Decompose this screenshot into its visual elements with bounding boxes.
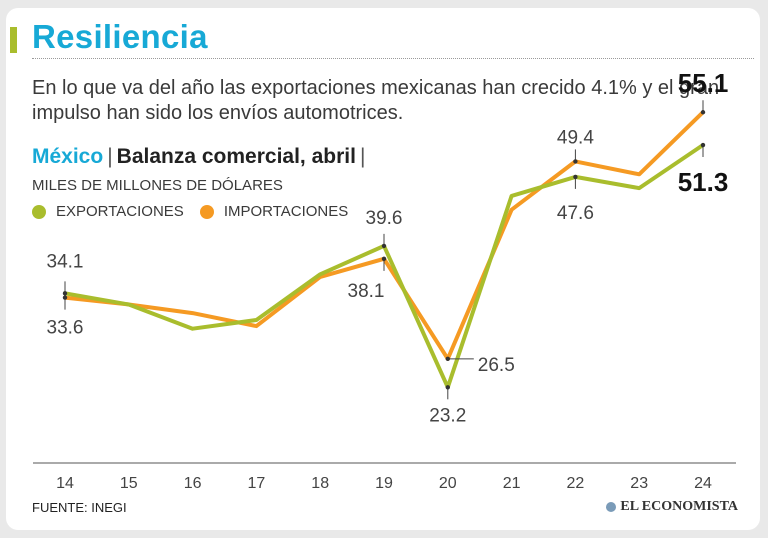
data-label: 49.4 <box>557 127 594 148</box>
annotation-dot <box>445 385 450 390</box>
chart-title-separator: | <box>107 145 113 168</box>
data-label: 38.1 <box>348 281 385 302</box>
legend: EXPORTACIONES IMPORTACIONES <box>32 203 364 220</box>
x-tick-label: 20 <box>439 475 457 492</box>
legend-exports-label: EXPORTACIONES <box>56 203 184 220</box>
data-label: 34.1 <box>47 251 84 272</box>
legend-exports-dot <box>32 204 46 219</box>
x-tick-label: 21 <box>503 475 521 492</box>
data-label: 39.6 <box>366 208 403 229</box>
chart-title-separator-end: | <box>359 145 366 168</box>
data-label: 55.1 <box>678 68 729 98</box>
annotation-dot <box>573 159 578 164</box>
headline-divider <box>32 58 754 59</box>
chart-title-country: México <box>32 145 104 168</box>
x-tick-label: 14 <box>56 475 74 492</box>
chart-units: MILES DE MILLONES DE DÓLARES <box>32 177 283 194</box>
annotation-dot <box>700 142 706 148</box>
chart-title: México | Balanza comercial, abril | <box>32 145 369 169</box>
brand-logo: EL ECONOMISTA <box>606 499 738 515</box>
subtitle: En lo que va del año las exportaciones m… <box>32 77 720 124</box>
annotation-dot <box>573 174 578 180</box>
legend-item-exports: EXPORTACIONES <box>32 203 184 220</box>
title-accent-bar <box>10 27 17 53</box>
x-tick-label: 16 <box>184 475 202 492</box>
x-tick-label: 24 <box>694 475 712 492</box>
annotation-dot <box>381 256 387 262</box>
brand-icon <box>606 502 617 512</box>
source-note: FUENTE: INEGI <box>32 500 127 515</box>
legend-item-imports: IMPORTACIONES <box>199 203 349 220</box>
x-tick-label: 17 <box>248 475 266 492</box>
brand-name: EL ECONOMISTA <box>620 499 738 514</box>
data-label: 33.6 <box>47 318 84 339</box>
annotation-dot <box>62 291 68 296</box>
x-tick-label: 19 <box>375 475 393 492</box>
chart-title-name: Balanza comercial, abril <box>116 145 356 168</box>
annotation-dot <box>381 243 387 249</box>
annotation-dot <box>62 295 68 300</box>
data-label: 26.5 <box>478 355 515 376</box>
data-label: 23.2 <box>429 405 466 426</box>
annotation-dot <box>445 356 450 362</box>
annotation-dot <box>700 110 706 115</box>
headline: Resiliencia <box>32 18 208 55</box>
x-tick-label: 15 <box>120 475 138 492</box>
x-tick-label: 23 <box>630 475 648 492</box>
chart-card <box>6 8 760 530</box>
data-label: 47.6 <box>557 203 594 224</box>
x-tick-label: 22 <box>567 475 585 492</box>
data-label: 51.3 <box>678 167 729 197</box>
x-tick-label: 18 <box>311 475 329 492</box>
legend-imports-dot <box>199 204 214 219</box>
legend-imports-label: IMPORTACIONES <box>223 203 349 220</box>
